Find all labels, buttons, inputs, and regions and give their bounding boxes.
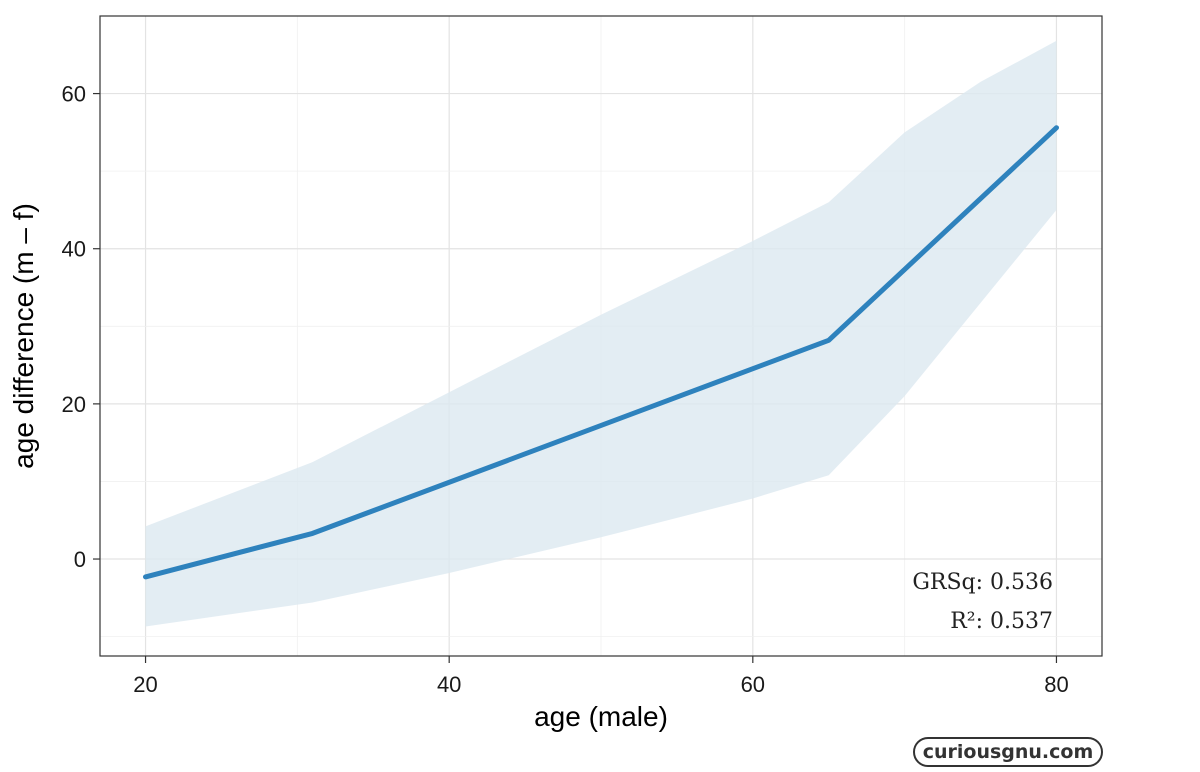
- watermark-badge: curiousgnu.com: [913, 737, 1103, 767]
- x-tick-label: 20: [133, 672, 157, 697]
- y-axis-title: age difference (m – f): [8, 203, 39, 469]
- confidence-band: [145, 40, 1057, 627]
- axes: 20 40 60 80 0 20 40 60: [62, 82, 1069, 697]
- y-tick-label: 20: [62, 392, 86, 417]
- plot-panel-border: [99, 15, 1103, 657]
- series-line: [143, 125, 1059, 580]
- y-tick-label: 60: [62, 82, 86, 107]
- x-axis-title: age (male): [534, 701, 668, 732]
- x-tick-label: 40: [437, 672, 461, 697]
- r2-annotation: R²: 0.537: [950, 609, 1053, 634]
- y-tick-label: 0: [74, 547, 86, 572]
- x-tick-label: 80: [1044, 672, 1068, 697]
- y-tick-label: 40: [62, 237, 86, 262]
- grsq-annotation: GRSq: 0.536: [912, 570, 1053, 595]
- x-tick-label: 60: [741, 672, 765, 697]
